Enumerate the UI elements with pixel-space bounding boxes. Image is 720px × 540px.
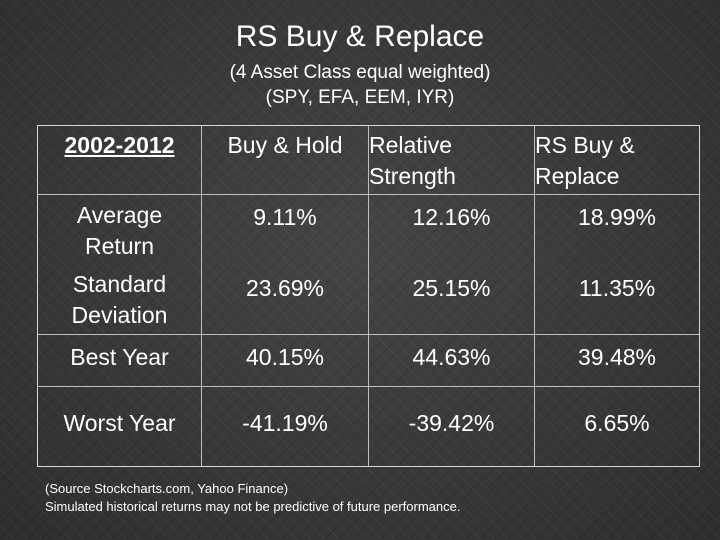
- header-buy-hold: Buy & Hold: [227, 132, 343, 158]
- subtitle-line: (4 Asset Class equal weighted): [229, 62, 491, 83]
- returns-table: 2002-2012 Buy & Hold Relative Strength R…: [37, 125, 700, 467]
- value-buy-hold-average: 9.11%: [253, 204, 317, 230]
- table-divider: [368, 126, 369, 466]
- table-divider: [534, 126, 535, 466]
- row-label-worst-year: Worst Year: [63, 409, 176, 436]
- row-label-average-return: Average Return: [76, 202, 163, 259]
- value-relative-strength-best: 44.63%: [412, 343, 491, 370]
- subtitle-line: (SPY, EFA, EEM, IYR): [265, 87, 455, 108]
- value-buy-hold-worst: -41.19%: [242, 409, 328, 436]
- footnote-disclaimer: Simulated historical returns may not be …: [45, 499, 461, 514]
- table-divider: [201, 126, 202, 466]
- header-rs-buy-replace: RS Buy & Replace: [535, 132, 635, 189]
- table-divider: [38, 386, 699, 387]
- value-relative-strength-worst: -39.42%: [408, 409, 495, 436]
- value-rs-replace-worst: 6.65%: [584, 409, 650, 436]
- row-label-best-year: Best Year: [70, 343, 169, 370]
- value-rs-replace-stddev: 11.35%: [578, 274, 656, 301]
- footnote-source: (Source Stockcharts.com, Yahoo Finance): [45, 481, 289, 496]
- value-buy-hold-best: 40.15%: [245, 343, 324, 370]
- slide-title: RS Buy & Replace: [235, 20, 485, 53]
- slide-subtitle: (4 Asset Class equal weighted) (SPY, EFA…: [0, 60, 720, 110]
- row-label-standard-deviation: Standard Deviation: [71, 271, 168, 328]
- table-divider: [38, 334, 699, 335]
- table-divider: [38, 194, 699, 195]
- footnote: (Source Stockcharts.com, Yahoo Finance) …: [45, 480, 460, 516]
- header-relative-strength: Relative Strength: [369, 132, 456, 189]
- header-period: 2002-2012: [64, 132, 175, 158]
- value-relative-strength-average: 12.16%: [412, 204, 491, 230]
- value-rs-replace-average: 18.99%: [577, 204, 656, 230]
- value-buy-hold-stddev: 23.69%: [245, 274, 324, 301]
- value-rs-replace-best: 39.48%: [577, 343, 656, 370]
- value-relative-strength-stddev: 25.15%: [412, 274, 491, 301]
